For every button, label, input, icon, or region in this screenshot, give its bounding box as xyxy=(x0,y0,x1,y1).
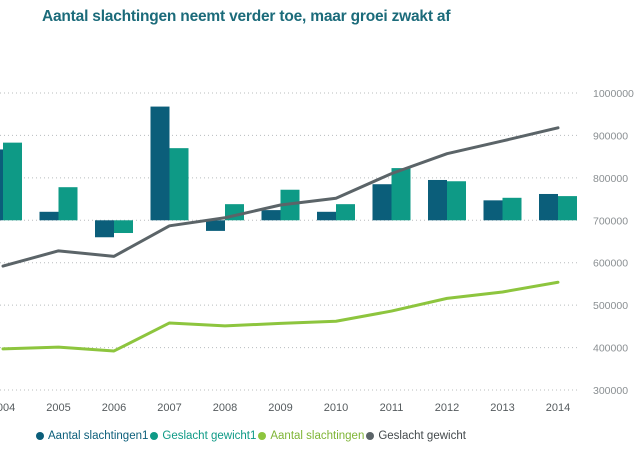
legend-item: Geslacht gewicht xyxy=(366,430,466,442)
legend-label: Geslacht gewicht xyxy=(378,430,466,442)
legend-label: Aantal slachtingen1 xyxy=(48,430,149,442)
bar xyxy=(317,211,336,221)
bar xyxy=(169,148,189,221)
bar xyxy=(261,210,281,221)
bar xyxy=(539,193,558,221)
legend-swatch xyxy=(366,432,375,440)
x-tick-label: 2010 xyxy=(324,402,348,414)
bar xyxy=(0,149,3,221)
bar xyxy=(428,179,447,221)
x-tick-label: 2004 xyxy=(0,402,15,414)
series-line xyxy=(1,280,560,353)
legend-item: Aantal slachtingen xyxy=(258,430,364,442)
bar xyxy=(391,168,411,221)
bar xyxy=(3,142,22,221)
y-tick-label: 1000000 xyxy=(593,88,634,100)
bar xyxy=(114,220,133,234)
legend-label: Aantal slachtingen xyxy=(270,430,365,442)
legend-swatch xyxy=(258,432,267,440)
grid-layer xyxy=(0,92,580,391)
bar xyxy=(372,184,392,221)
y-tick-label: 500000 xyxy=(593,300,628,312)
x-tick-label: 2011 xyxy=(380,402,404,414)
bar xyxy=(502,197,522,221)
bar xyxy=(336,204,355,221)
bar xyxy=(206,220,225,231)
legend-swatch xyxy=(36,432,44,440)
x-tick-label: 2005 xyxy=(46,402,70,414)
bar xyxy=(150,106,170,221)
y-tick-label: 800000 xyxy=(593,173,628,185)
x-tick-label: 2013 xyxy=(490,402,514,414)
y-tick-label: 900000 xyxy=(593,130,628,142)
lines-layer xyxy=(1,126,560,353)
x-tick-label: 2014 xyxy=(546,402,570,414)
x-tick-label: 2007 xyxy=(157,402,181,414)
x-tick-label: 2006 xyxy=(102,402,126,414)
labels-layer: 1000000 900000 800000 700000 600000 500000 400… xyxy=(0,88,634,414)
y-tick-label: 600000 xyxy=(593,258,628,270)
series-line xyxy=(1,126,560,268)
bar xyxy=(95,220,114,238)
x-tick-label: 2008 xyxy=(213,402,237,414)
y-tick-label: 400000 xyxy=(593,343,628,355)
bar xyxy=(483,200,503,221)
chart-title: Aantal slachtingen neemt verder toe, maa… xyxy=(42,8,451,25)
y-tick-label: 300000 xyxy=(593,385,628,397)
legend-item: Geslacht gewicht1 xyxy=(150,430,256,442)
legend-label: Geslacht gewicht1 xyxy=(162,430,257,442)
bar xyxy=(39,211,59,221)
legend-swatch xyxy=(150,432,159,440)
bar xyxy=(58,187,78,221)
y-tick-label: 700000 xyxy=(593,215,628,227)
bar xyxy=(447,181,466,221)
x-tick-label: 2012 xyxy=(435,402,459,414)
bar xyxy=(558,196,577,221)
legend: Aantal slachtingen1 Geslacht gewicht1 Aant… xyxy=(36,430,468,442)
bars-layer xyxy=(0,106,577,238)
x-tick-label: 2009 xyxy=(268,402,292,414)
legend-item: Aantal slachtingen1 xyxy=(36,430,148,442)
